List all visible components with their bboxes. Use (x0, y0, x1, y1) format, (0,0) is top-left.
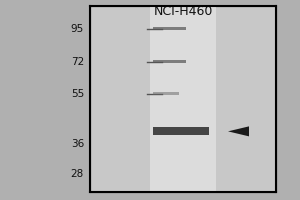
Text: 95: 95 (71, 24, 84, 34)
Text: 55: 55 (71, 89, 84, 99)
Text: 36: 36 (71, 139, 84, 149)
Text: NCI-H460: NCI-H460 (153, 8, 213, 21)
Text: 28: 28 (71, 169, 84, 179)
Text: NCI-H460: NCI-H460 (153, 5, 213, 18)
Text: 72: 72 (71, 57, 84, 67)
